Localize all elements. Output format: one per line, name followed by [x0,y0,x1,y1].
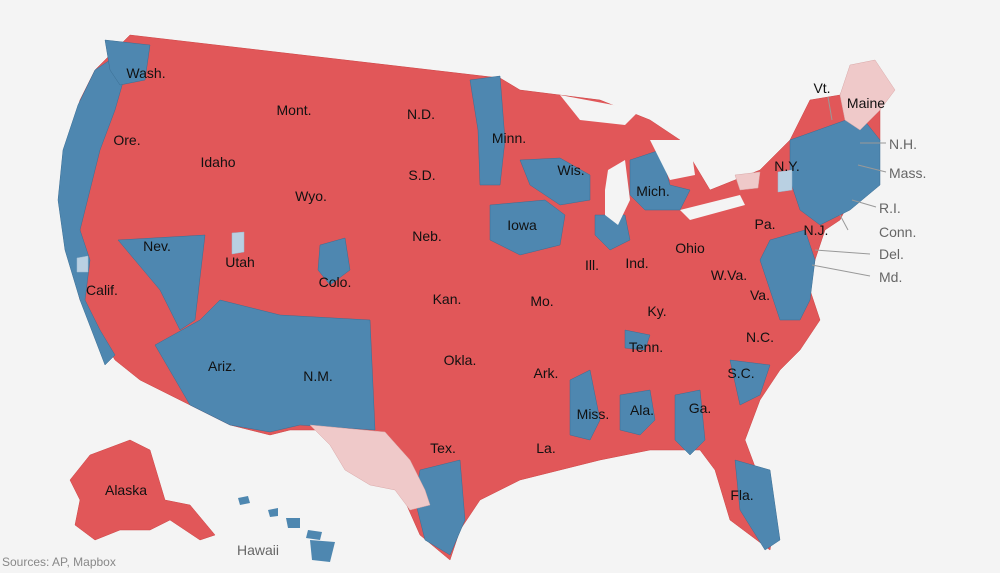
great-lakes [560,95,745,225]
minnesota-blue [469,75,506,186]
nevada-blue [117,234,206,331]
utah-pale [231,231,245,255]
mid-atlantic-blue [759,229,816,321]
label-leader-lines [811,96,887,277]
lake-michigan [605,160,630,225]
texas-pale [309,424,431,511]
georgia-blue [674,389,706,456]
ny-blue-pale [777,169,793,193]
tennessee-blue [624,329,651,351]
south-texas-blue [414,459,466,556]
hawaii [238,496,335,562]
iowa-blue [489,199,566,256]
denver-blue [317,237,351,286]
mississippi-blue [569,369,601,441]
maine-pale [839,59,896,131]
source-credit: Sources: AP, Mapbox [2,555,116,569]
lake-erie [680,195,745,220]
democrat-districts [57,39,881,556]
carolina-blue [729,359,771,406]
alabama-blue [619,389,656,436]
seattle-blue [104,39,151,86]
wisconsin-blue [519,157,591,206]
calif-pale [76,255,89,273]
florida-blue [734,459,781,551]
lake-huron [650,140,695,180]
southwest-blue [154,299,376,433]
alaska [69,439,216,541]
lake-superior [560,95,640,125]
undecided-districts [76,59,896,511]
west-coast-blue [57,59,126,366]
ny-pale [734,171,761,191]
